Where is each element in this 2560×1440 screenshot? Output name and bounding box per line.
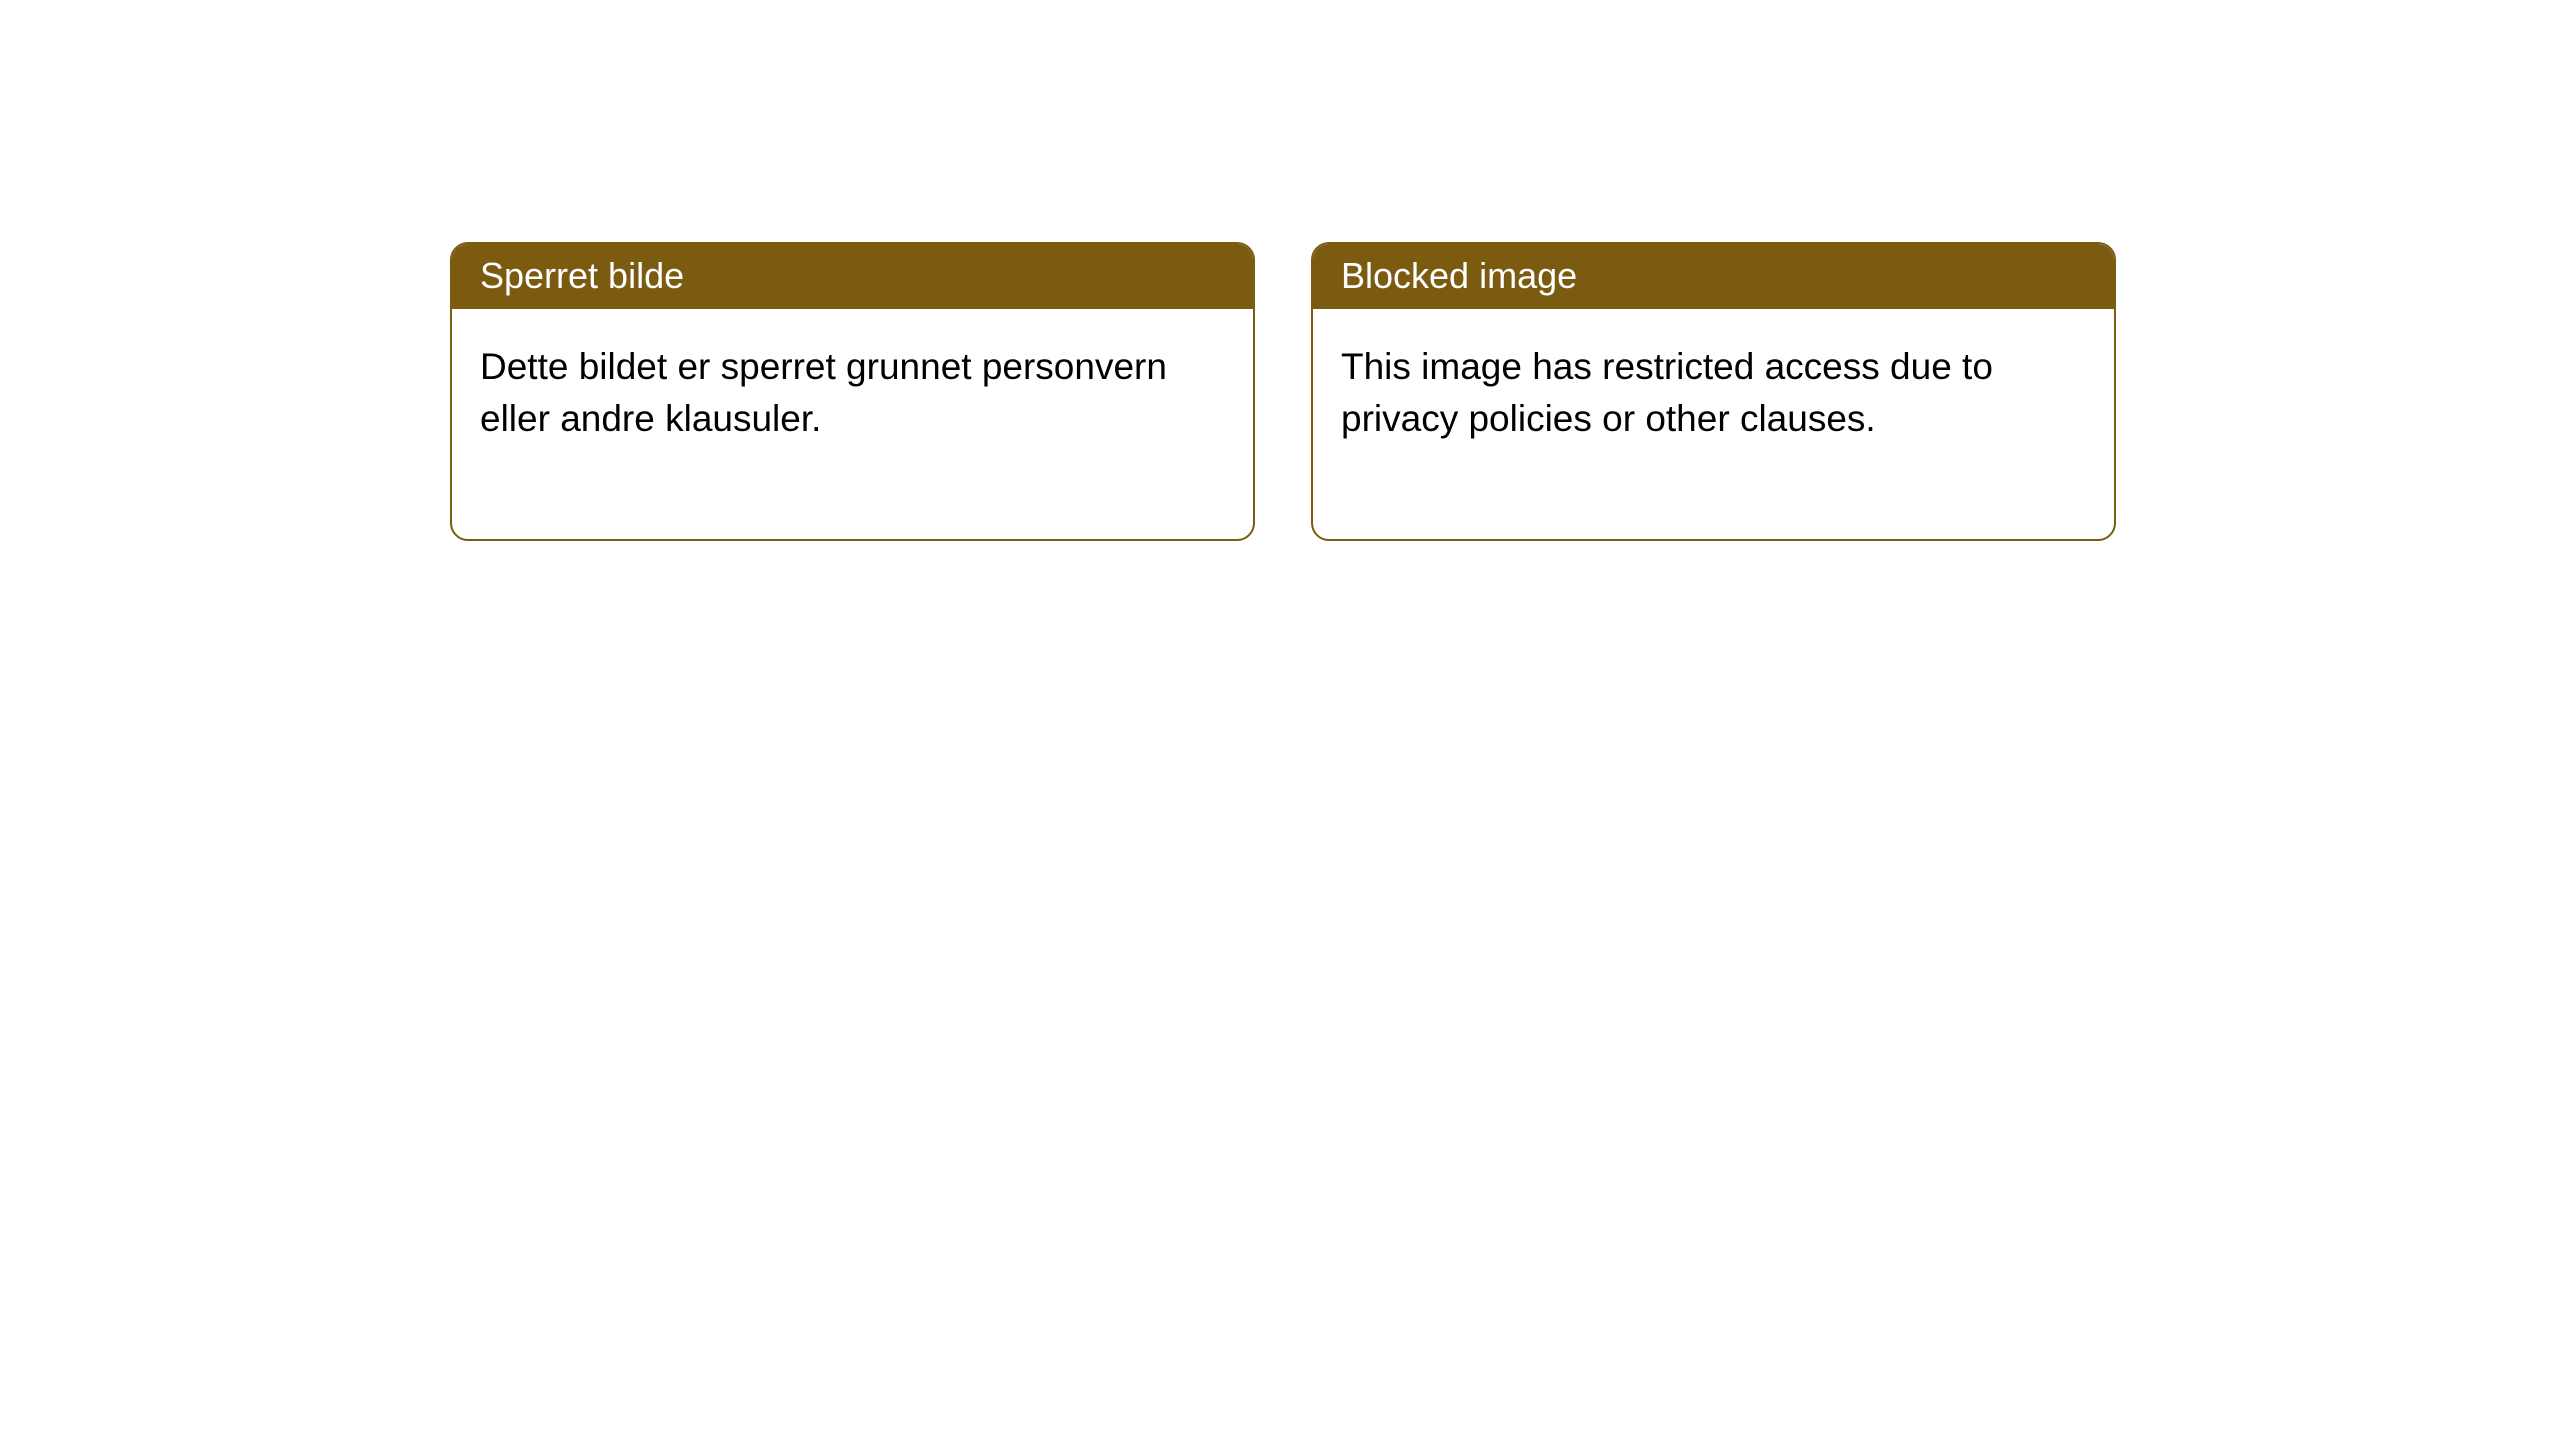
panel-body-en: This image has restricted access due to … bbox=[1313, 309, 2114, 539]
blocked-image-panel-en: Blocked image This image has restricted … bbox=[1311, 242, 2116, 541]
panel-header-en: Blocked image bbox=[1313, 244, 2114, 309]
notice-panels-row: Sperret bilde Dette bildet er sperret gr… bbox=[0, 0, 2560, 541]
blocked-image-panel-no: Sperret bilde Dette bildet er sperret gr… bbox=[450, 242, 1255, 541]
panel-body-no: Dette bildet er sperret grunnet personve… bbox=[452, 309, 1253, 539]
panel-header-no: Sperret bilde bbox=[452, 244, 1253, 309]
